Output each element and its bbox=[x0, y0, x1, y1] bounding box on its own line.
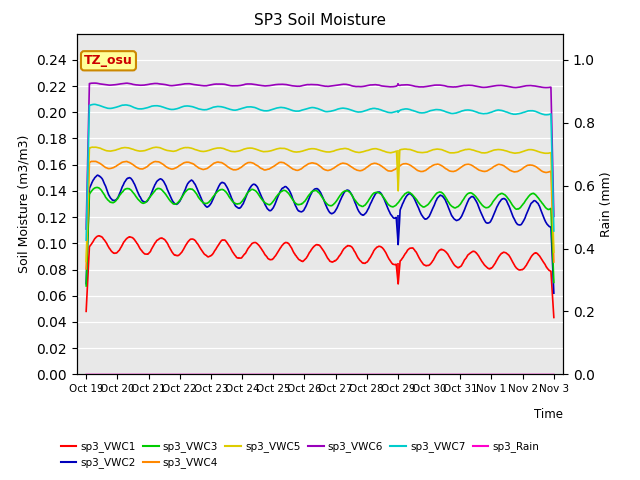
Title: SP3 Soil Moisture: SP3 Soil Moisture bbox=[254, 13, 386, 28]
X-axis label: Time: Time bbox=[534, 408, 563, 421]
Y-axis label: Rain (mm): Rain (mm) bbox=[600, 171, 614, 237]
Text: TZ_osu: TZ_osu bbox=[84, 54, 133, 67]
Y-axis label: Soil Moisture (m3/m3): Soil Moisture (m3/m3) bbox=[18, 135, 31, 273]
Legend: sp3_VWC1, sp3_VWC2, sp3_VWC3, sp3_VWC4, sp3_VWC5, sp3_VWC6, sp3_VWC7, sp3_Rain: sp3_VWC1, sp3_VWC2, sp3_VWC3, sp3_VWC4, … bbox=[56, 437, 544, 472]
